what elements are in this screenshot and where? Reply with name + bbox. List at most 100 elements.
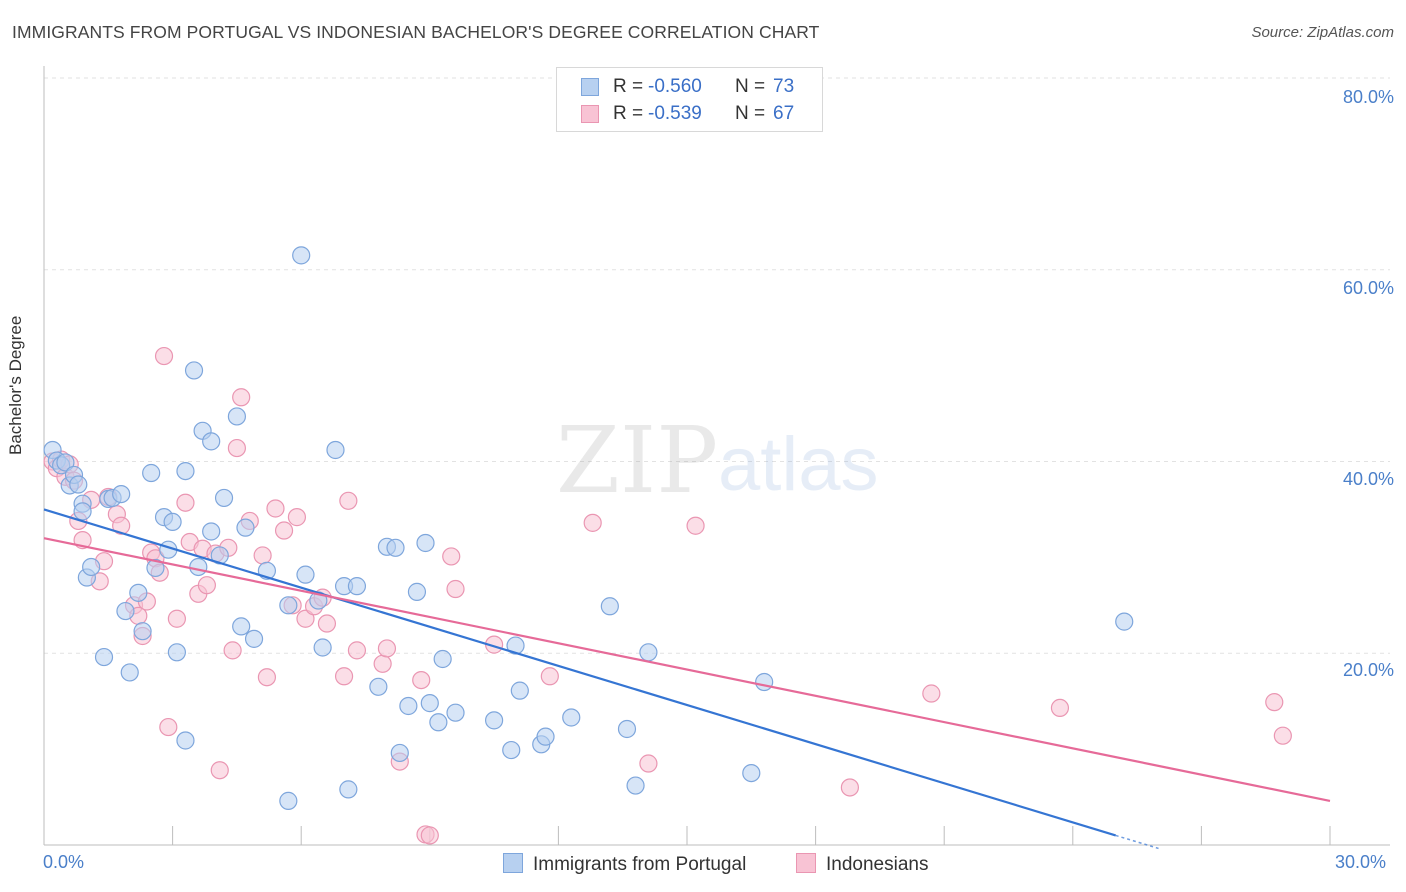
portugal-point bbox=[279, 596, 298, 615]
portugal-point bbox=[742, 763, 761, 783]
indonesians-point bbox=[347, 641, 367, 660]
portugal-point bbox=[296, 565, 315, 584]
portugal-point bbox=[116, 601, 135, 621]
indonesians-point bbox=[176, 493, 195, 512]
indonesians-point bbox=[1273, 726, 1292, 745]
indonesians-point bbox=[1050, 698, 1070, 717]
portugal-point bbox=[429, 713, 448, 732]
portugal-point bbox=[1115, 612, 1134, 631]
indonesians-point bbox=[334, 667, 354, 686]
portugal-point bbox=[202, 432, 221, 451]
legend-r-value: -0.539 bbox=[648, 103, 702, 124]
portugal-point bbox=[133, 622, 152, 641]
indonesians-point bbox=[167, 609, 186, 628]
portugal-point bbox=[420, 694, 439, 713]
x-tick-label-max: 30.0% bbox=[1335, 852, 1387, 872]
indonesians-point bbox=[296, 609, 315, 628]
indonesians-point bbox=[840, 778, 859, 797]
indonesians-point bbox=[583, 513, 602, 532]
indonesians-point bbox=[287, 508, 307, 527]
legend-item-indonesians: Indonesians bbox=[796, 853, 928, 876]
trend-lines bbox=[43, 508, 1331, 850]
legend-r-value: -0.560 bbox=[648, 76, 702, 97]
portugal-point bbox=[142, 463, 161, 483]
y-tick-label-40: 40.0% bbox=[1342, 469, 1394, 489]
portugal-trend-extension bbox=[1115, 834, 1159, 850]
correlation-legend: R = -0.560 N = 73 R = -0.539 N = 67 bbox=[556, 67, 823, 132]
indonesians-point bbox=[154, 346, 174, 366]
indonesians-point bbox=[420, 826, 439, 845]
grid-lines bbox=[44, 77, 1390, 654]
portugal-point bbox=[94, 647, 114, 667]
portugal-point bbox=[82, 557, 101, 577]
portugal-point bbox=[506, 636, 525, 655]
portugal-point bbox=[562, 708, 581, 727]
indonesians-point bbox=[253, 546, 272, 565]
indonesians-point bbox=[377, 639, 397, 658]
indonesians-point bbox=[257, 668, 277, 687]
indonesians-point bbox=[159, 717, 178, 737]
portugal-point bbox=[202, 522, 221, 541]
portugal-point bbox=[120, 663, 139, 682]
portugal-point bbox=[236, 518, 255, 537]
indonesians-point bbox=[197, 576, 216, 595]
legend-swatch-blue bbox=[581, 78, 599, 96]
x-tick-label-min: 0.0% bbox=[43, 852, 85, 872]
source-note: Source: ZipAtlas.com bbox=[1251, 24, 1394, 41]
portugal-points bbox=[43, 246, 1134, 810]
legend-item-portugal: Immigrants from Portugal bbox=[503, 853, 746, 876]
indonesians-point bbox=[223, 641, 242, 660]
indonesians-point bbox=[639, 754, 658, 773]
portugal-point bbox=[626, 776, 645, 795]
portugal-point bbox=[112, 484, 131, 504]
portugal-point bbox=[232, 617, 251, 636]
indonesians-point bbox=[266, 499, 285, 518]
portugal-point bbox=[163, 512, 182, 532]
indonesians-point bbox=[317, 614, 337, 633]
watermark: ZIP atlas bbox=[556, 407, 879, 514]
portugal-point bbox=[292, 246, 311, 265]
portugal-point bbox=[244, 629, 264, 648]
portugal-point bbox=[600, 597, 619, 616]
portugal-point bbox=[617, 719, 637, 739]
portugal-point bbox=[502, 740, 521, 760]
legend-n-value: 73 bbox=[773, 76, 795, 97]
watermark-atlas: atlas bbox=[718, 422, 879, 507]
y-axis-label: Bachelor's Degree bbox=[6, 315, 25, 455]
portugal-point bbox=[536, 727, 555, 746]
portugal-point bbox=[56, 453, 75, 472]
y-tick-label-20: 20.0% bbox=[1342, 660, 1394, 680]
indonesians-point bbox=[373, 654, 392, 673]
portugal-point bbox=[416, 533, 435, 553]
portugal-point bbox=[167, 643, 186, 662]
chart-title: IMMIGRANTS FROM PORTUGAL VS INDONESIAN B… bbox=[12, 22, 820, 42]
watermark-zip: ZIP bbox=[556, 407, 718, 514]
portugal-point bbox=[369, 677, 388, 696]
portugal-point bbox=[313, 638, 332, 657]
portugal-point bbox=[227, 407, 246, 426]
portugal-point bbox=[69, 475, 88, 494]
portugal-point bbox=[639, 643, 658, 662]
portugal-point bbox=[407, 582, 427, 601]
portugal-point bbox=[73, 502, 92, 521]
legend-label-indonesians: Indonesians bbox=[826, 854, 929, 875]
portugal-point bbox=[176, 731, 195, 750]
portugal-point bbox=[755, 672, 774, 692]
indonesians-point bbox=[210, 761, 229, 780]
portugal-point bbox=[399, 696, 418, 716]
portugal-point bbox=[326, 440, 345, 460]
portugal-point bbox=[184, 361, 204, 380]
indonesians-point bbox=[1265, 693, 1284, 712]
portugal-point bbox=[214, 488, 234, 508]
legend-r-label: R = bbox=[613, 103, 644, 124]
legend-swatch-blue bbox=[503, 853, 523, 873]
indonesians-point bbox=[686, 516, 705, 535]
portugal-point bbox=[433, 649, 452, 669]
y-tick-label-80: 80.0% bbox=[1342, 87, 1394, 107]
portugal-point bbox=[390, 743, 409, 763]
indonesians-point bbox=[446, 579, 465, 599]
legend-swatch-pink bbox=[581, 105, 599, 123]
portugal-point bbox=[386, 538, 405, 557]
portugal-point bbox=[339, 780, 358, 799]
